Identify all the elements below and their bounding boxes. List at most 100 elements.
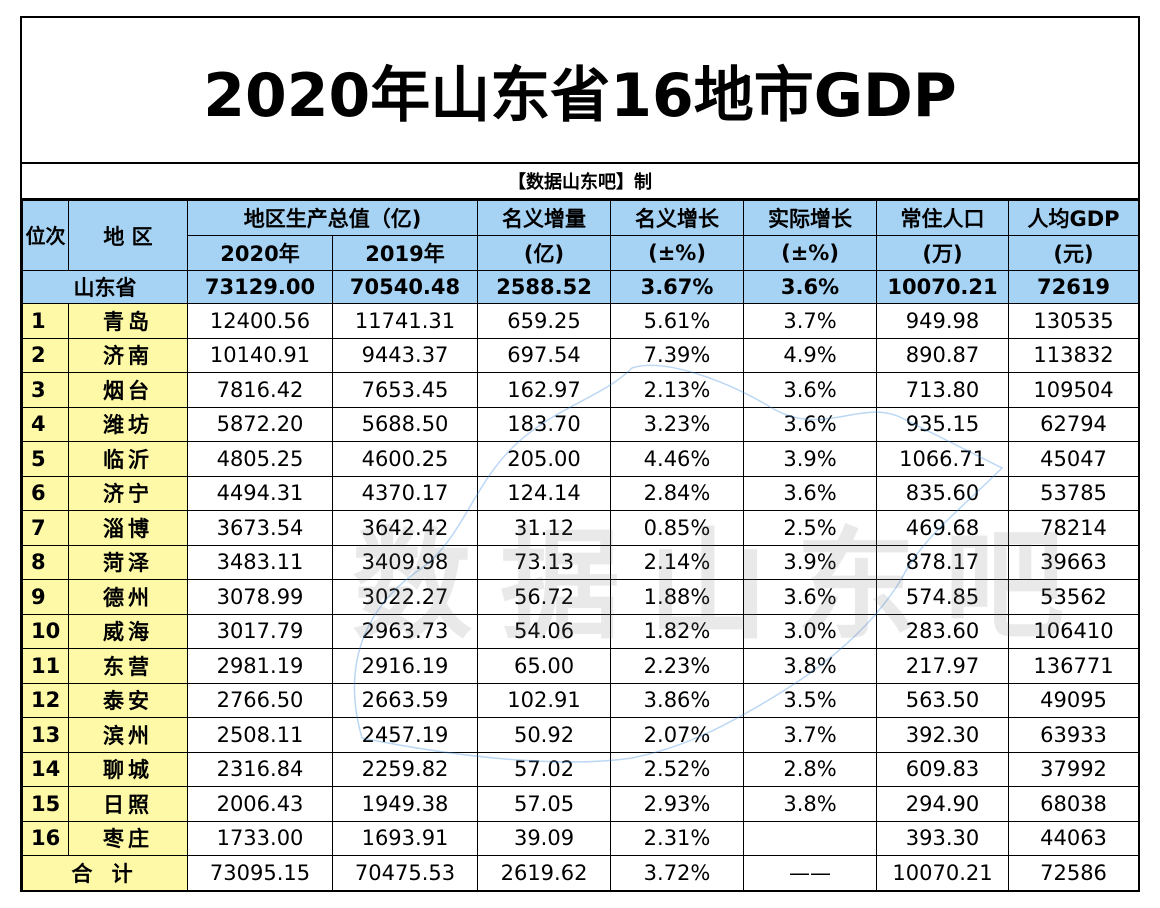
- header-row-2: 2020年 2019年 (亿) (±%) (±%) (万) (元): [23, 235, 1140, 271]
- province-real: 3.6%: [743, 270, 878, 304]
- rank-cell: 12: [22, 682, 69, 718]
- inc-cell: 183.70: [477, 406, 612, 442]
- header-nominal-growth: 名义增长: [610, 200, 745, 236]
- pop-cell: 890.87: [876, 337, 1010, 373]
- pop-cell: 392.30: [876, 717, 1010, 753]
- percap-cell: 44063: [1008, 820, 1140, 856]
- header-nominal-growth-unit: (±%): [610, 235, 745, 271]
- inc-cell: 57.05: [477, 786, 612, 822]
- gdp2019-cell: 3409.98: [331, 544, 479, 580]
- inc-cell: 697.54: [477, 337, 612, 373]
- gdp2020-cell: 7816.42: [187, 372, 333, 408]
- nominal-cell: 2.52%: [610, 751, 745, 787]
- total-inc: 2619.62: [477, 855, 612, 891]
- table-row: 2 济南 10140.91 9443.37 697.54 7.39% 4.9% 890.87 1…: [22, 337, 1140, 373]
- inc-cell: 54.06: [477, 613, 612, 649]
- gdp2020-cell: 3078.99: [187, 579, 333, 615]
- nominal-cell: 2.13%: [610, 372, 745, 408]
- table-row: 4 潍坊 5872.20 5688.50 183.70 3.23% 3.6% 935.15 62…: [22, 406, 1140, 442]
- header-2020: 2020年: [187, 235, 333, 271]
- real-cell: 3.6%: [743, 579, 878, 615]
- real-cell: 3.0%: [743, 613, 878, 649]
- real-cell: 3.9%: [743, 544, 878, 580]
- gdp2019-cell: 11741.31: [331, 303, 479, 339]
- percap-cell: 49095: [1008, 682, 1140, 718]
- gdp2019-cell: 2663.59: [331, 682, 479, 718]
- table-row: 12 泰安 2766.50 2663.59 102.91 3.86% 3.5% 563.50 4…: [22, 682, 1140, 718]
- rank-cell: 13: [22, 717, 69, 753]
- total-nominal: 3.72%: [610, 855, 745, 891]
- gdp2019-cell: 2963.73: [331, 613, 479, 649]
- gdp2020-cell: 10140.91: [187, 337, 333, 373]
- header-row-1: 位次 地 区 地区生产总值（亿) 名义增量 名义增长 实际增长 常住人口 人均G…: [22, 200, 1140, 271]
- rank-cell: 16: [22, 820, 69, 856]
- header-population: 常住人口: [876, 200, 1010, 236]
- gdp2019-cell: 1949.38: [331, 786, 479, 822]
- province-percap: 72619: [1008, 270, 1140, 304]
- gdp2020-cell: 3673.54: [187, 510, 333, 546]
- header-real-growth-unit: (±%): [743, 235, 878, 271]
- gdp-table: 位次 地 区 地区生产总值（亿) 名义增量 名义增长 实际增长 常住人口 人均G…: [22, 200, 1140, 891]
- rank-cell: 9: [22, 579, 69, 615]
- gdp2019-cell: 4370.17: [331, 475, 479, 511]
- city-name-cell: 济宁: [68, 475, 188, 511]
- real-cell: [743, 820, 878, 856]
- table-row: 5 临沂 4805.25 4600.25 205.00 4.46% 3.9% 1066.71 4…: [22, 441, 1140, 477]
- city-name-cell: 枣庄: [68, 820, 188, 856]
- percap-cell: 109504: [1008, 372, 1140, 408]
- inc-cell: 205.00: [477, 441, 612, 477]
- total-gdp2019: 70475.53: [331, 855, 479, 891]
- real-cell: 3.9%: [743, 441, 878, 477]
- gdp2020-cell: 3017.79: [187, 613, 333, 649]
- city-name-cell: 聊城: [68, 751, 188, 787]
- nominal-cell: 3.86%: [610, 682, 745, 718]
- city-name-cell: 淄博: [68, 510, 188, 546]
- city-name-cell: 滨州: [68, 717, 188, 753]
- gdp-table-sheet: 2020年山东省16地市GDP 【数据山东吧】制 位次 地 区 地区生产总值（亿…: [20, 16, 1140, 892]
- nominal-cell: 2.07%: [610, 717, 745, 753]
- pop-cell: 935.15: [876, 406, 1010, 442]
- inc-cell: 73.13: [477, 544, 612, 580]
- table-row: 6 济宁 4494.31 4370.17 124.14 2.84% 3.6% 835.60 53…: [22, 475, 1140, 511]
- real-cell: 3.6%: [743, 475, 878, 511]
- province-nominal: 3.67%: [610, 270, 745, 304]
- gdp2019-cell: 3642.42: [331, 510, 479, 546]
- real-cell: 3.7%: [743, 303, 878, 339]
- percap-cell: 113832: [1008, 337, 1140, 373]
- inc-cell: 162.97: [477, 372, 612, 408]
- percap-cell: 37992: [1008, 751, 1140, 787]
- city-name-cell: 菏泽: [68, 544, 188, 580]
- province-gdp2019: 70540.48: [331, 270, 479, 304]
- nominal-cell: 0.85%: [610, 510, 745, 546]
- province-pop: 10070.21: [876, 270, 1010, 304]
- percap-cell: 78214: [1008, 510, 1140, 546]
- city-name-cell: 德州: [68, 579, 188, 615]
- rank-cell: 6: [22, 475, 69, 511]
- table-row: 3 烟台 7816.42 7653.45 162.97 2.13% 3.6% 713.80 10…: [22, 372, 1140, 408]
- inc-cell: 659.25: [477, 303, 612, 339]
- percap-cell: 136771: [1008, 648, 1140, 684]
- rank-cell: 11: [22, 648, 69, 684]
- pop-cell: 393.30: [876, 820, 1010, 856]
- rank-cell: 3: [22, 372, 69, 408]
- percap-cell: 53785: [1008, 475, 1140, 511]
- city-name-cell: 济南: [68, 337, 188, 373]
- nominal-cell: 2.93%: [610, 786, 745, 822]
- inc-cell: 57.02: [477, 751, 612, 787]
- gdp2019-cell: 7653.45: [331, 372, 479, 408]
- rank-cell: 7: [22, 510, 69, 546]
- rank-cell: 1: [22, 303, 69, 339]
- total-pop: 10070.21: [876, 855, 1010, 891]
- header-population-unit: (万): [876, 235, 1010, 271]
- nominal-cell: 1.82%: [610, 613, 745, 649]
- gdp2020-cell: 1733.00: [187, 820, 333, 856]
- total-real: ——: [743, 855, 878, 891]
- rank-cell: 14: [22, 751, 69, 787]
- percap-cell: 130535: [1008, 303, 1140, 339]
- city-name-cell: 威海: [68, 613, 188, 649]
- gdp2020-cell: 5872.20: [187, 406, 333, 442]
- city-name-cell: 日照: [68, 786, 188, 822]
- gdp2020-cell: 2508.11: [187, 717, 333, 753]
- table-row: 11 东营 2981.19 2916.19 65.00 2.23% 3.8% 217.97 13…: [22, 648, 1140, 684]
- total-row: 合 计 73095.15 70475.53 2619.62 3.72% —— 10070.2…: [22, 855, 1140, 891]
